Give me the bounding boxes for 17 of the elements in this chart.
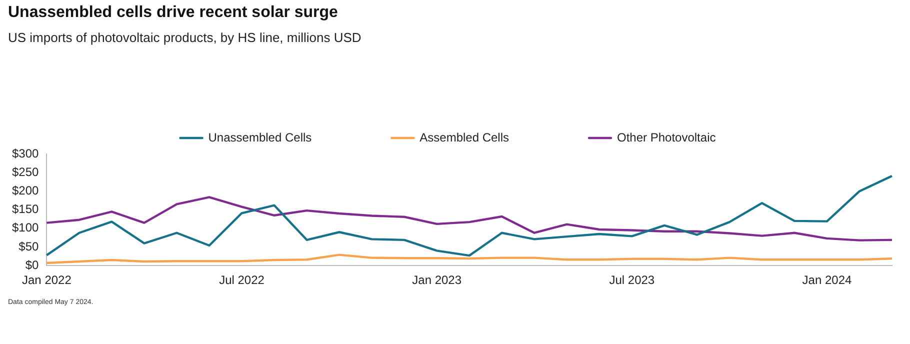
chart-title: Unassembled cells drive recent solar surge [8, 4, 338, 22]
y-tick-label: $100 [12, 220, 40, 235]
x-tick-label: Jan 2024 [802, 273, 852, 288]
y-tick-label: $250 [12, 164, 40, 179]
x-tick-label: Jul 2022 [219, 273, 265, 288]
legend-label: Other Photovoltaic [617, 130, 716, 144]
y-tick-label: $0 [25, 258, 40, 272]
y-tick-label: $200 [12, 184, 40, 198]
y-tick-label: $50 [18, 239, 40, 254]
chart-subtitle: US imports of photovoltaic products, by HS line, millions USD [8, 30, 362, 45]
x-tick-label: Jan 2022 [22, 273, 72, 288]
y-tick-label: $150 [12, 202, 40, 216]
legend-label: Unassembled Cells [208, 130, 312, 144]
x-tick-label: Jan 2023 [412, 273, 462, 288]
x-tick-label: Jul 2023 [609, 273, 655, 288]
y-tick-label: $300 [12, 146, 40, 160]
legend-label: Assembled Cells [420, 130, 510, 144]
